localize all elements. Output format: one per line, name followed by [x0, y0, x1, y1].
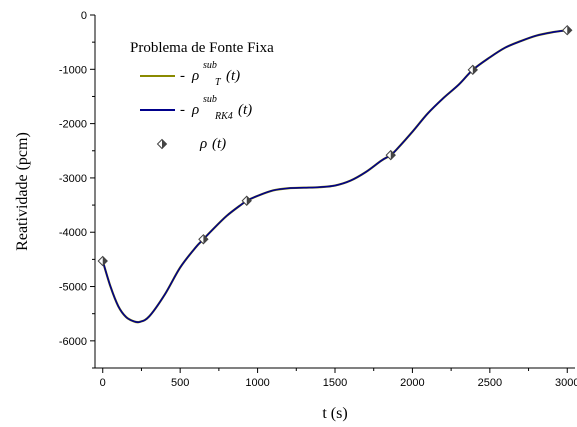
legend-superscript: sub [203, 94, 217, 105]
legend-dash: - [180, 102, 185, 118]
legend-subscript: RK4 [214, 111, 233, 122]
legend-symbol: ρ [199, 136, 207, 152]
x-tick-label: 500 [171, 377, 189, 389]
y-tick-label: -2000 [59, 119, 87, 131]
legend-symbol: ρ [191, 102, 199, 118]
y-tick-label: -6000 [59, 336, 87, 348]
marker-fill [203, 234, 208, 244]
data-point [385, 149, 396, 161]
marker-fill [102, 256, 108, 266]
legend-argument: (t) [238, 102, 252, 118]
marker-fill [567, 25, 572, 35]
x-tick-label: 2000 [400, 377, 424, 389]
series-layer [97, 24, 573, 324]
y-tick-label: 0 [81, 10, 87, 22]
series-line-1 [101, 29, 568, 324]
marker-fill [246, 196, 252, 206]
data-point [467, 64, 479, 76]
x-tick-label: 3000 [555, 377, 577, 389]
data-point [562, 24, 573, 36]
legend-superscript: sub [203, 60, 217, 71]
x-tick-label: 0 [100, 377, 106, 389]
marker-fill [472, 65, 478, 75]
data-point [198, 234, 209, 245]
x-tick-label: 2500 [478, 377, 502, 389]
y-tick-label: -3000 [59, 173, 87, 185]
legend-marker-swatch [156, 138, 168, 150]
y-tick-label: -1000 [59, 64, 87, 76]
y-tick-label: -4000 [59, 227, 87, 239]
data-point [97, 255, 108, 267]
legend-title: Problema de Fonte Fixa [130, 40, 274, 56]
legend-argument: (t) [212, 136, 226, 152]
legend-subscript: T [215, 77, 222, 88]
axes: 0 500 1000 1500 2000 2500 3000 0 -1000 -2000 -3000… [59, 10, 577, 389]
y-axis-title: Reatividade (pcm) [14, 132, 31, 251]
data-point [241, 195, 252, 206]
marker-fill [162, 139, 167, 149]
y-tick-label: -5000 [59, 282, 87, 294]
legend-argument: (t) [226, 68, 240, 84]
marker-fill [390, 150, 396, 160]
legend-symbol: ρ [191, 68, 199, 84]
legend-dash: - [180, 68, 185, 84]
x-tick-label: 1000 [245, 377, 269, 389]
series-line-0 [101, 29, 568, 324]
x-tick-label: 1500 [323, 377, 347, 389]
x-axis-title: t (s) [322, 405, 347, 422]
